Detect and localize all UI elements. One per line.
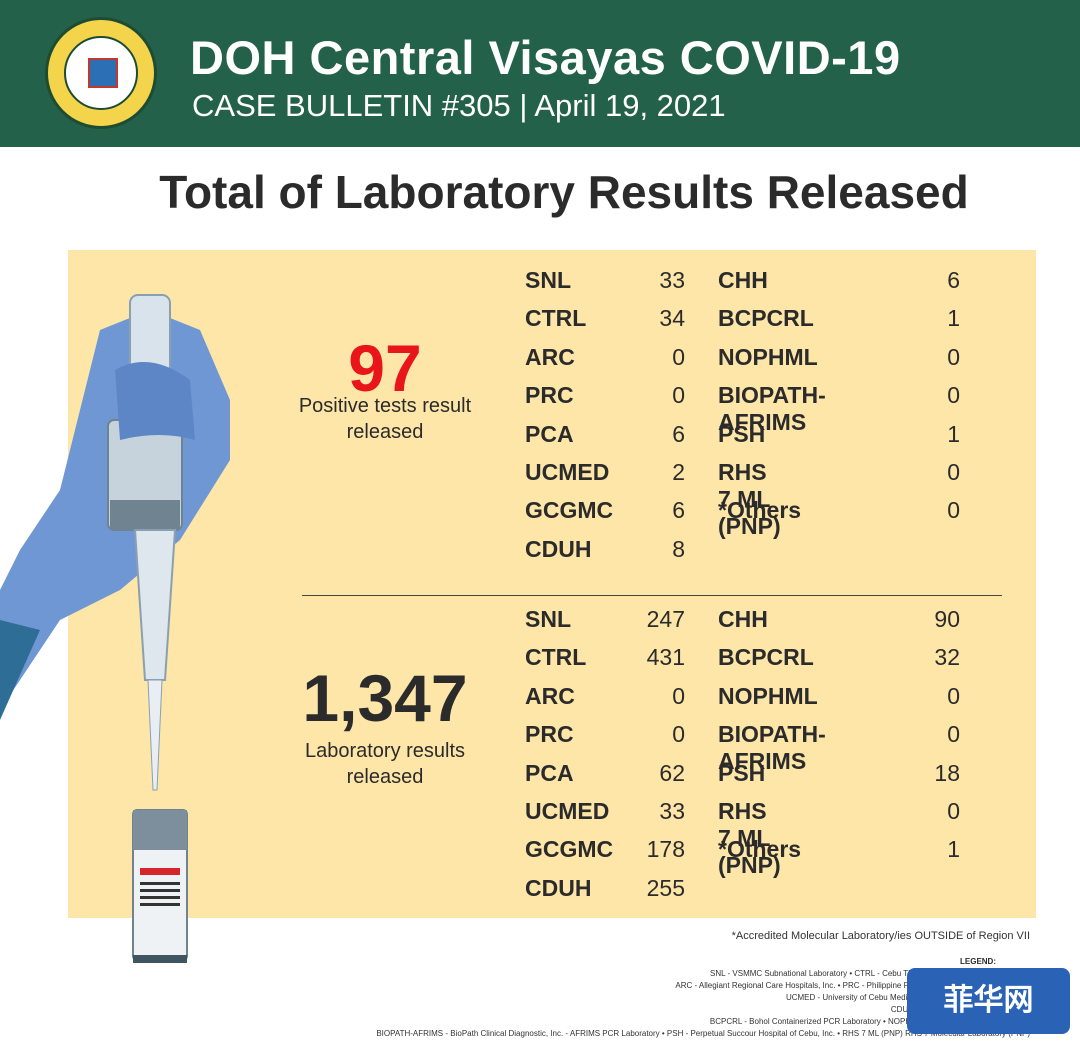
- lab-value: 6: [672, 420, 685, 447]
- legend-line: BIOPATH-AFRIMS - BioPath Clinical Diagno…: [376, 1029, 1030, 1038]
- lab-name: SNL: [525, 606, 571, 632]
- lab-name: RHS 7 ML (PNP): [718, 458, 781, 539]
- lab-name: *Others: [718, 497, 802, 524]
- legend-line: BCPCRL - Bohol Containerized PCR Laborat…: [709, 1017, 1030, 1026]
- page-title: Total of Laboratory Results Released: [159, 166, 969, 218]
- positive-count-label: Positive tests result released: [290, 393, 480, 445]
- seal-inner-circle: [64, 36, 138, 110]
- lab-value: 0: [947, 797, 960, 824]
- doh-seal-logo: [45, 17, 157, 129]
- lab-value: 33: [659, 267, 685, 293]
- lab-name: CTRL: [525, 305, 587, 332]
- lab-value: 0: [947, 682, 960, 709]
- lab-name: SNL: [525, 267, 571, 293]
- lab-value: 6: [947, 267, 960, 293]
- results-panel: [68, 250, 1036, 918]
- positive-label-line1: Positive tests result: [298, 395, 472, 417]
- lab-name: PCA: [525, 420, 574, 447]
- lab-name: GCGMC: [525, 497, 614, 524]
- lab-name: CDUH: [525, 874, 592, 901]
- legend-line: SNL - VSMMC Subnational Laboratory • CTR…: [710, 969, 1030, 978]
- lab-value: 178: [646, 836, 685, 863]
- lab-value: 8: [672, 535, 685, 562]
- lab-value: 0: [672, 682, 685, 709]
- lab-name: CTRL: [525, 644, 587, 671]
- lab-name: RHS 7 ML (PNP): [718, 797, 781, 878]
- lab-name: PCA: [525, 759, 574, 786]
- seal-emblem-icon: [88, 58, 118, 88]
- lab-value: 0: [947, 497, 960, 524]
- bulletin-title: DOH Central Visayas COVID-19: [190, 31, 901, 84]
- lab-name: *Others: [718, 836, 802, 863]
- lab-value: 32: [934, 644, 960, 671]
- positive-label-line2: released: [346, 421, 424, 443]
- lab-value: 62: [659, 759, 685, 786]
- lab-value: 1: [947, 836, 960, 863]
- lab-value: 18: [934, 759, 960, 786]
- lab-value: 33: [659, 797, 685, 824]
- watermark-badge: 菲华网: [907, 968, 1070, 1034]
- lab-name: PRC: [525, 382, 574, 409]
- lab-name: NOPHML: [718, 682, 818, 709]
- bulletin-subtitle: CASE BULLETIN #305 | April 19, 2021: [192, 88, 726, 123]
- positive-count: 97: [348, 331, 422, 405]
- lab-name: CDUH: [525, 535, 592, 562]
- total-count-label: Laboratory results released: [290, 738, 480, 790]
- total-count: 1,347: [302, 661, 468, 735]
- lab-value: 6: [672, 497, 685, 524]
- lab-value: 431: [646, 644, 685, 671]
- total-label-line2: released: [346, 766, 424, 788]
- legend-line: UCMED - University of Cebu Medical Cente…: [785, 993, 1030, 1002]
- pipette-hand-illustration: [0, 294, 230, 963]
- lab-name: UCMED: [525, 458, 610, 485]
- lab-value: 34: [659, 305, 685, 332]
- legend-title: LEGEND:: [960, 957, 996, 966]
- legend: SNL - VSMMC Subnational Laboratory • CTR…: [200, 968, 1030, 1040]
- lab-name: BCPCRL: [718, 644, 814, 671]
- lab-name: UCMED: [525, 797, 610, 824]
- lab-value: 247: [646, 606, 685, 632]
- lab-value: 255: [646, 874, 685, 901]
- total-label-line1: Laboratory results: [304, 740, 466, 762]
- lab-value: 0: [672, 382, 685, 409]
- lab-value: 1: [947, 305, 960, 332]
- lab-value: 0: [947, 721, 960, 748]
- legend-line: ARC - Allegiant Regional Care Hospitals,…: [675, 981, 1030, 990]
- footnote: *Accredited Molecular Laboratory/ies OUT…: [731, 930, 1030, 942]
- lab-value: 0: [672, 343, 685, 370]
- lab-name: PSH: [718, 759, 766, 786]
- lab-name: GCGMC: [525, 836, 614, 863]
- lab-name: BCPCRL: [718, 305, 814, 332]
- lab-name: CHH: [718, 267, 768, 293]
- lab-name: CHH: [718, 606, 768, 632]
- lab-name: PRC: [525, 721, 574, 748]
- lab-value: 90: [934, 606, 960, 632]
- lab-value: 0: [947, 458, 960, 485]
- lab-name: NOPHML: [718, 343, 818, 370]
- lab-value: 0: [672, 721, 685, 748]
- lab-value: 0: [947, 382, 960, 409]
- lab-name: BIOPATH-AFRIMS: [718, 721, 826, 775]
- legend-line: CDUH - Cebu Doctors University Hospi: [890, 1005, 1030, 1014]
- lab-value: 0: [947, 343, 960, 370]
- lab-name: ARC: [525, 343, 575, 370]
- lab-name: ARC: [525, 682, 575, 709]
- lab-name: BIOPATH-AFRIMS: [718, 382, 826, 436]
- section-divider: [302, 595, 1002, 596]
- lab-value: 1: [947, 420, 960, 447]
- header-banner: DOH Central Visayas COVID-19 CASE BULLET…: [0, 0, 1080, 147]
- lab-value: 2: [672, 458, 685, 485]
- lab-name: PSH: [718, 420, 766, 447]
